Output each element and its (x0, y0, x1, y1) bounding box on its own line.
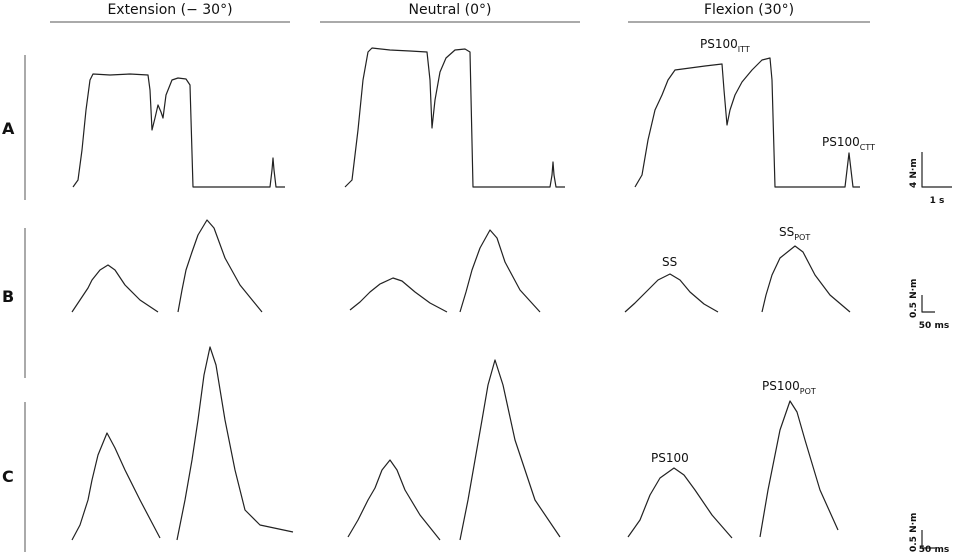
annotation-base: PS100 (822, 135, 860, 149)
scale-label: 4 N·m (909, 158, 919, 188)
scale-label: 0.5 N·m (909, 513, 919, 552)
annotation-sub: ITT (738, 45, 750, 54)
annotation-sub: POT (800, 387, 816, 396)
scale-bar (921, 530, 935, 549)
annotation-base: PS100 (762, 379, 800, 393)
annotation: PS100ITT (700, 37, 750, 54)
doublet-trace (347, 459, 441, 541)
doublet-trace (71, 432, 161, 541)
annotation: PS100CTT (822, 135, 875, 152)
doublet-trace (176, 346, 294, 541)
torque-trace (634, 57, 860, 188)
column-header: Extension (− 30°) (107, 2, 232, 18)
row-label: B (2, 287, 14, 306)
row-label: A (2, 119, 15, 138)
twitch-trace (761, 245, 851, 313)
annotation-base: PS100 (700, 37, 738, 51)
annotation: PS100 (651, 451, 689, 465)
torque-trace (72, 73, 285, 188)
scale-label: 1 s (930, 196, 945, 206)
doublet-trace (759, 400, 839, 538)
column-header: Flexion (30°) (704, 2, 794, 18)
twitch-trace (349, 277, 448, 313)
annotation-base: SS (779, 225, 794, 239)
scale-label: 50 ms (919, 321, 949, 331)
twitch-trace (624, 273, 719, 313)
twitch-trace (177, 219, 263, 313)
annotation: PS100POT (762, 379, 816, 396)
scale-label: 0.5 N·m (909, 279, 919, 318)
annotation: SS (662, 255, 677, 269)
annotation-sub: CTT (860, 143, 875, 152)
column-header: Neutral (0°) (409, 2, 492, 18)
twitch-trace (71, 264, 159, 313)
scale-bar (921, 152, 952, 188)
torque-trace (344, 47, 565, 188)
annotation-base: PS100 (651, 451, 689, 465)
twitch-trace (459, 229, 541, 313)
row-label: C (2, 467, 14, 486)
annotation-base: SS (662, 255, 677, 269)
scale-label: 50 ms (919, 545, 949, 554)
doublet-trace (627, 467, 733, 539)
annotation-sub: POT (794, 233, 810, 242)
doublet-trace (459, 359, 561, 541)
annotation: SSPOT (779, 225, 810, 242)
scale-bar (921, 295, 935, 313)
